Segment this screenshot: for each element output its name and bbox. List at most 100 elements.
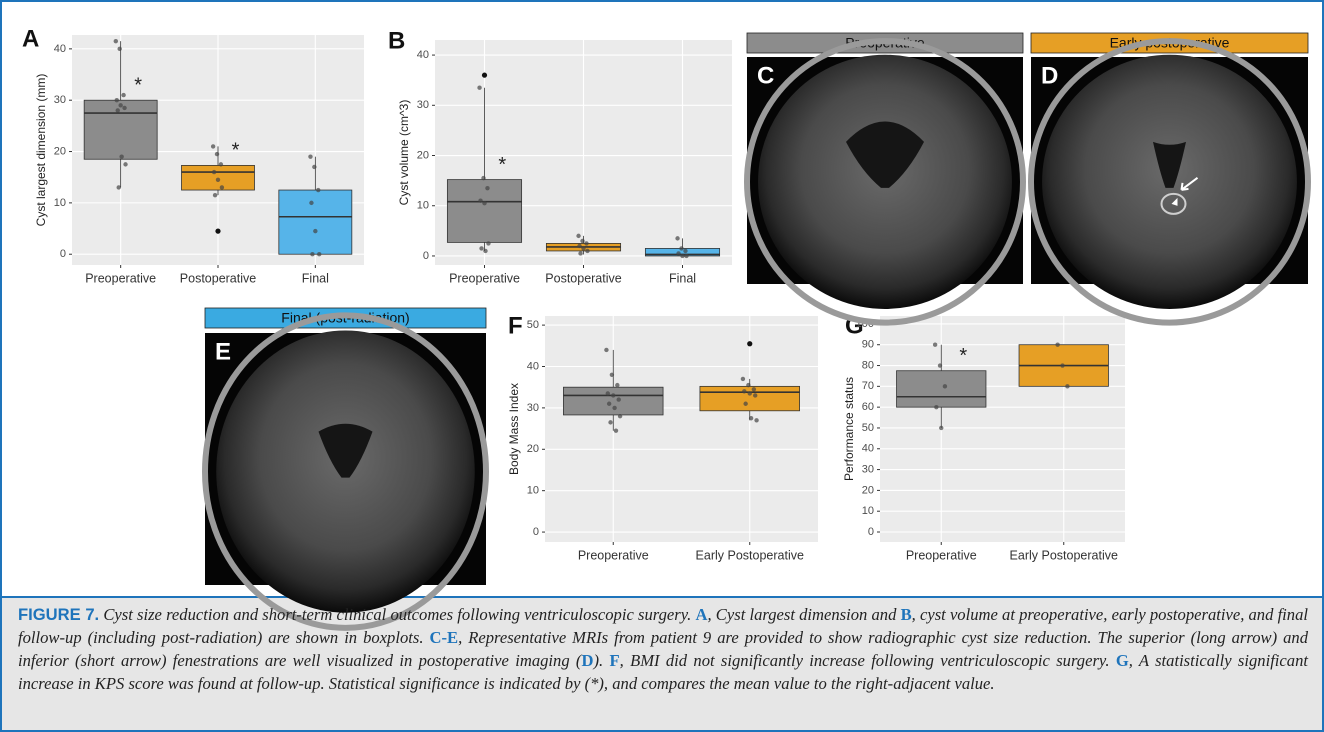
y-tick-label: 10 (862, 505, 874, 517)
panel-label: F (508, 312, 523, 339)
caption-ref: D (581, 651, 593, 670)
significance-marker: * (232, 140, 240, 162)
data-point (482, 201, 486, 205)
caption-ref: G (1116, 651, 1129, 670)
y-tick-label: 0 (868, 526, 874, 538)
y-axis-label: Performance status (842, 377, 856, 481)
y-tick-label: 30 (54, 94, 66, 106)
y-tick-label: 20 (417, 149, 429, 161)
data-point (585, 249, 589, 253)
y-tick-label: 20 (862, 484, 874, 496)
page: {"chart_data": [ {"type": "box", "panel"… (0, 0, 1324, 732)
y-tick-label: 40 (527, 360, 539, 372)
data-point (933, 343, 937, 347)
data-point (576, 234, 580, 238)
x-tick-label: Postoperative (545, 271, 621, 285)
data-point (485, 186, 489, 190)
data-point (607, 402, 611, 406)
data-point (118, 103, 122, 107)
y-tick-label: 50 (527, 319, 539, 331)
data-point (313, 229, 317, 233)
data-point (752, 387, 756, 391)
data-point (675, 236, 679, 240)
data-point (316, 188, 320, 192)
y-tick-label: 0 (60, 248, 66, 260)
caption-text: Cyst size reduction and short-term clini… (99, 605, 695, 624)
significance-marker: * (959, 345, 967, 367)
x-tick-label: Early Postoperative (696, 548, 804, 562)
data-point (753, 393, 757, 397)
data-point (617, 397, 621, 401)
data-point (615, 383, 619, 387)
x-tick-label: Preoperative (85, 271, 156, 285)
y-tick-label: 90 (862, 339, 874, 351)
y-tick-label: 30 (527, 402, 539, 414)
data-point (749, 416, 753, 420)
data-point (119, 154, 123, 158)
caption-ref: C-E (429, 628, 458, 647)
y-tick-label: 40 (54, 43, 66, 55)
y-tick-label: 50 (862, 422, 874, 434)
outlier (747, 341, 752, 346)
data-point (478, 199, 482, 203)
x-tick-label: Final (669, 271, 696, 285)
data-point (608, 420, 612, 424)
data-point (220, 185, 224, 189)
data-point (309, 201, 313, 205)
data-point (115, 98, 119, 102)
data-point (578, 251, 582, 255)
data-point (743, 402, 747, 406)
data-point (610, 373, 614, 377)
data-point (219, 162, 223, 166)
y-tick-label: 30 (417, 99, 429, 111)
data-point (310, 252, 314, 256)
box (447, 180, 521, 243)
data-point (114, 39, 118, 43)
y-tick-label: 40 (417, 49, 429, 61)
data-point (481, 176, 485, 180)
x-tick-label: Preoperative (449, 271, 520, 285)
caption-text: , Cyst largest dimension and (707, 605, 900, 624)
data-point (676, 251, 680, 255)
y-tick-label: 30 (862, 463, 874, 475)
data-point (483, 249, 487, 253)
caption-ref: A (696, 605, 708, 624)
data-point (611, 393, 615, 397)
y-tick-label: 10 (54, 197, 66, 209)
x-tick-label: Preoperative (578, 548, 649, 562)
data-point (486, 241, 490, 245)
data-point (683, 249, 687, 253)
x-tick-label: Final (302, 271, 329, 285)
box (700, 386, 800, 410)
data-point (748, 391, 752, 395)
y-tick-label: 10 (417, 200, 429, 212)
data-point (122, 106, 126, 110)
data-point (213, 193, 217, 197)
data-point (614, 428, 618, 432)
data-point (581, 246, 585, 250)
y-tick-label: 40 (862, 443, 874, 455)
significance-marker: * (134, 74, 142, 96)
data-point (215, 152, 219, 156)
data-point (211, 144, 215, 148)
x-tick-label: Early Postoperative (1010, 548, 1118, 562)
data-point (212, 170, 216, 174)
data-point (741, 377, 745, 381)
y-tick-label: 80 (862, 359, 874, 371)
data-point (584, 241, 588, 245)
data-point (680, 254, 684, 258)
data-point (116, 108, 120, 112)
data-point (684, 254, 688, 258)
data-point (938, 363, 942, 367)
data-point (477, 86, 481, 90)
panel-label: A (22, 25, 39, 52)
data-point (479, 246, 483, 250)
caption-text: ). (593, 651, 609, 670)
caption-text: , BMI did not significantly increase fol… (620, 651, 1116, 670)
y-tick-label: 0 (533, 526, 539, 538)
box (563, 387, 663, 415)
significance-marker: * (498, 154, 506, 176)
y-axis-label: Body Mass Index (507, 383, 521, 475)
data-point (580, 239, 584, 243)
panel-label: B (388, 27, 405, 54)
